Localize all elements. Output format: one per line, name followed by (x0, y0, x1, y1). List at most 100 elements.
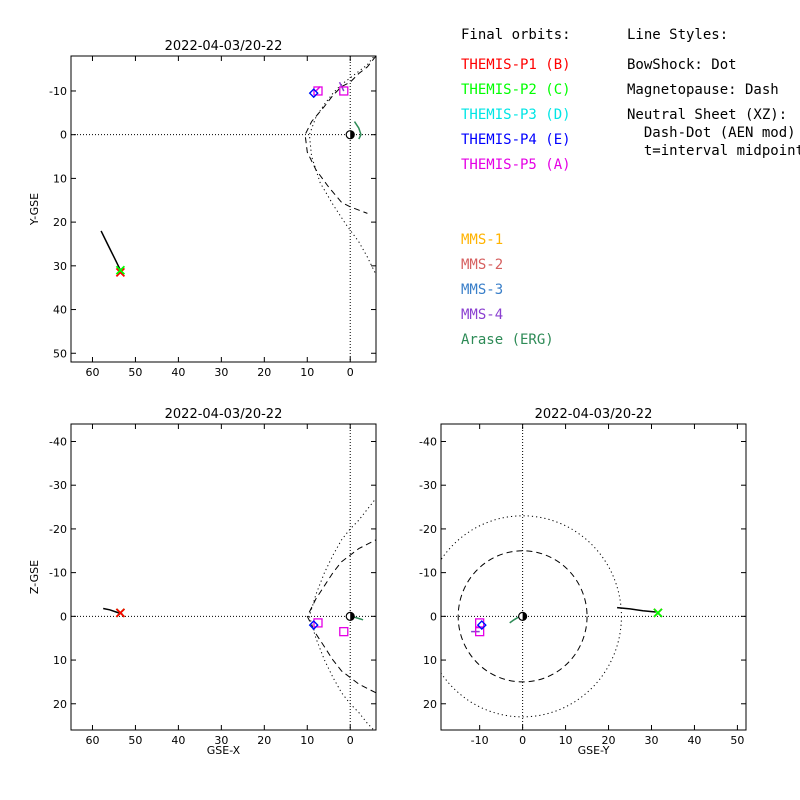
legend-themis-p4: THEMIS-P4 (E) (461, 132, 571, 148)
x-tick-label: 0 (347, 734, 354, 747)
yz-plane-panel: 2022-04-03/20-22 -10 0 10 20 30 40 50 -40 -30 -20 -… (419, 407, 747, 757)
magnetopause-curve (304, 56, 376, 214)
x-tick-label: 20 (257, 366, 271, 379)
y-tick-label: -30 (419, 479, 437, 492)
marker-stroke (653, 608, 663, 618)
x-axis-label: GSE-Y (578, 744, 610, 757)
legend-themis-p3: THEMIS-P3 (D) (461, 107, 571, 123)
earth-marker (518, 611, 528, 621)
plot-area (441, 424, 746, 730)
marker-stroke (115, 265, 126, 275)
spacecraft-x-marker (115, 265, 126, 275)
style-neutral-sheet: Neutral Sheet (XZ): (627, 107, 788, 123)
y-tick-label: -20 (419, 523, 437, 536)
bowshock-circle (441, 515, 622, 718)
x-axis-label: GSE-X (207, 744, 241, 757)
spacecraft-x-marker (115, 608, 126, 618)
legend-mms-1: MMS-1 (461, 232, 504, 248)
style-dash-dot: Dash-Dot (AEN mod) (627, 125, 796, 141)
y-tick-label: 0 (430, 610, 437, 623)
x-tick-label: 40 (171, 734, 185, 747)
y-tick-label: 10 (53, 172, 67, 185)
y-tick-label: 40 (53, 304, 67, 317)
line-styles-title: Line Styles: (627, 27, 729, 43)
y-tick-label: -10 (49, 85, 67, 98)
plot-title: 2022-04-03/20-22 (535, 407, 653, 422)
spacecraft-diamond-marker (308, 620, 319, 631)
y-axis-label: Z-GSE (28, 560, 41, 594)
x-tick-label: 10 (559, 734, 573, 747)
plot-frame (70, 55, 377, 363)
y-tick-label: -30 (49, 479, 67, 492)
earth-marker (345, 611, 355, 621)
x-tick-label: -10 (471, 734, 489, 747)
earth-night-side (350, 130, 355, 139)
y-tick-label: 50 (53, 347, 67, 360)
x-tick-label: 40 (687, 734, 701, 747)
x-tick-label: 0 (519, 734, 526, 747)
y-tick-label: 30 (53, 260, 67, 273)
plot-title: 2022-04-03/20-22 (165, 407, 283, 422)
legend-mms-2: MMS-2 (461, 257, 504, 273)
spacecraft-x-marker (653, 608, 663, 618)
marker-stroke (115, 608, 126, 618)
legend-themis-p5: THEMIS-P5 (A) (461, 157, 571, 173)
y-axis-label: Y-GSE (28, 193, 41, 226)
x-tick-label: 60 (85, 734, 99, 747)
y-tick-label: -40 (419, 435, 437, 448)
orbits-legend-title: Final orbits: (461, 27, 571, 43)
y-tick-label: -10 (419, 567, 437, 580)
legend-mms-4: MMS-4 (461, 307, 504, 323)
y-tick-label: -40 (49, 435, 67, 448)
x-tick-label: 50 (128, 734, 142, 747)
legend-themis-p1: THEMIS-P1 (B) (461, 57, 571, 73)
spacecraft-square-marker (339, 86, 349, 96)
x-tick-label: 30 (214, 734, 228, 747)
style-bowshock: BowShock: Dot (627, 57, 737, 73)
magnetopause-curve (306, 539, 376, 694)
xz-plane-panel: 2022-04-03/20-22 60 50 40 30 20 10 0 -40 -30 -20 -1… (28, 407, 377, 757)
bowshock-curve (308, 497, 376, 730)
y-tick-label: 0 (60, 129, 67, 142)
y-tick-label: 10 (53, 654, 67, 667)
y-tick-label: -20 (49, 523, 67, 536)
orbit-track (353, 121, 362, 140)
earth-night-side (522, 612, 527, 621)
plot-frame (70, 423, 377, 731)
spacecraft-square-marker (339, 626, 349, 637)
style-interval: t=interval midpoint (627, 143, 800, 159)
style-magnetopause: Magnetopause: Dash (627, 82, 779, 98)
x-tick-label: 0 (347, 366, 354, 379)
x-tick-label: 60 (85, 366, 99, 379)
legend-arase: Arase (ERG) (461, 332, 554, 348)
plot-area (71, 56, 376, 362)
x-tick-label: 10 (300, 366, 314, 379)
x-tick-label: 10 (300, 734, 314, 747)
plot-title: 2022-04-03/20-22 (165, 39, 283, 54)
x-tick-label: 30 (214, 366, 228, 379)
spacecraft-square-marker (313, 618, 323, 628)
orbit-track (617, 606, 656, 613)
x-tick-label: 50 (128, 366, 142, 379)
x-tick-label: 50 (730, 734, 744, 747)
spacecraft-diamond-marker (476, 620, 487, 631)
plot-frame (440, 423, 747, 731)
y-tick-label: 0 (60, 610, 67, 623)
bowshock-curve (308, 56, 376, 275)
magnetopause-circle (457, 550, 588, 683)
y-tick-label: -10 (49, 567, 67, 580)
y-tick-label: 20 (53, 698, 67, 711)
y-tick-label: 20 (423, 698, 437, 711)
x-tick-label: 30 (644, 734, 658, 747)
spacecraft-x-marker (115, 267, 126, 278)
legend-themis-p2: THEMIS-P2 (C) (461, 82, 571, 98)
marker-stroke (115, 267, 126, 278)
legend-mms-3: MMS-3 (461, 282, 504, 298)
y-tick-label: 20 (53, 216, 67, 229)
plot-area (71, 424, 376, 730)
earth-marker (345, 130, 355, 140)
spacecraft-diamond-marker (308, 88, 319, 99)
x-tick-label: 20 (257, 734, 271, 747)
xy-plane-panel: 2022-04-03/20-22 60 50 40 30 20 10 0 -10 0 10 20 30 4… (28, 39, 377, 379)
